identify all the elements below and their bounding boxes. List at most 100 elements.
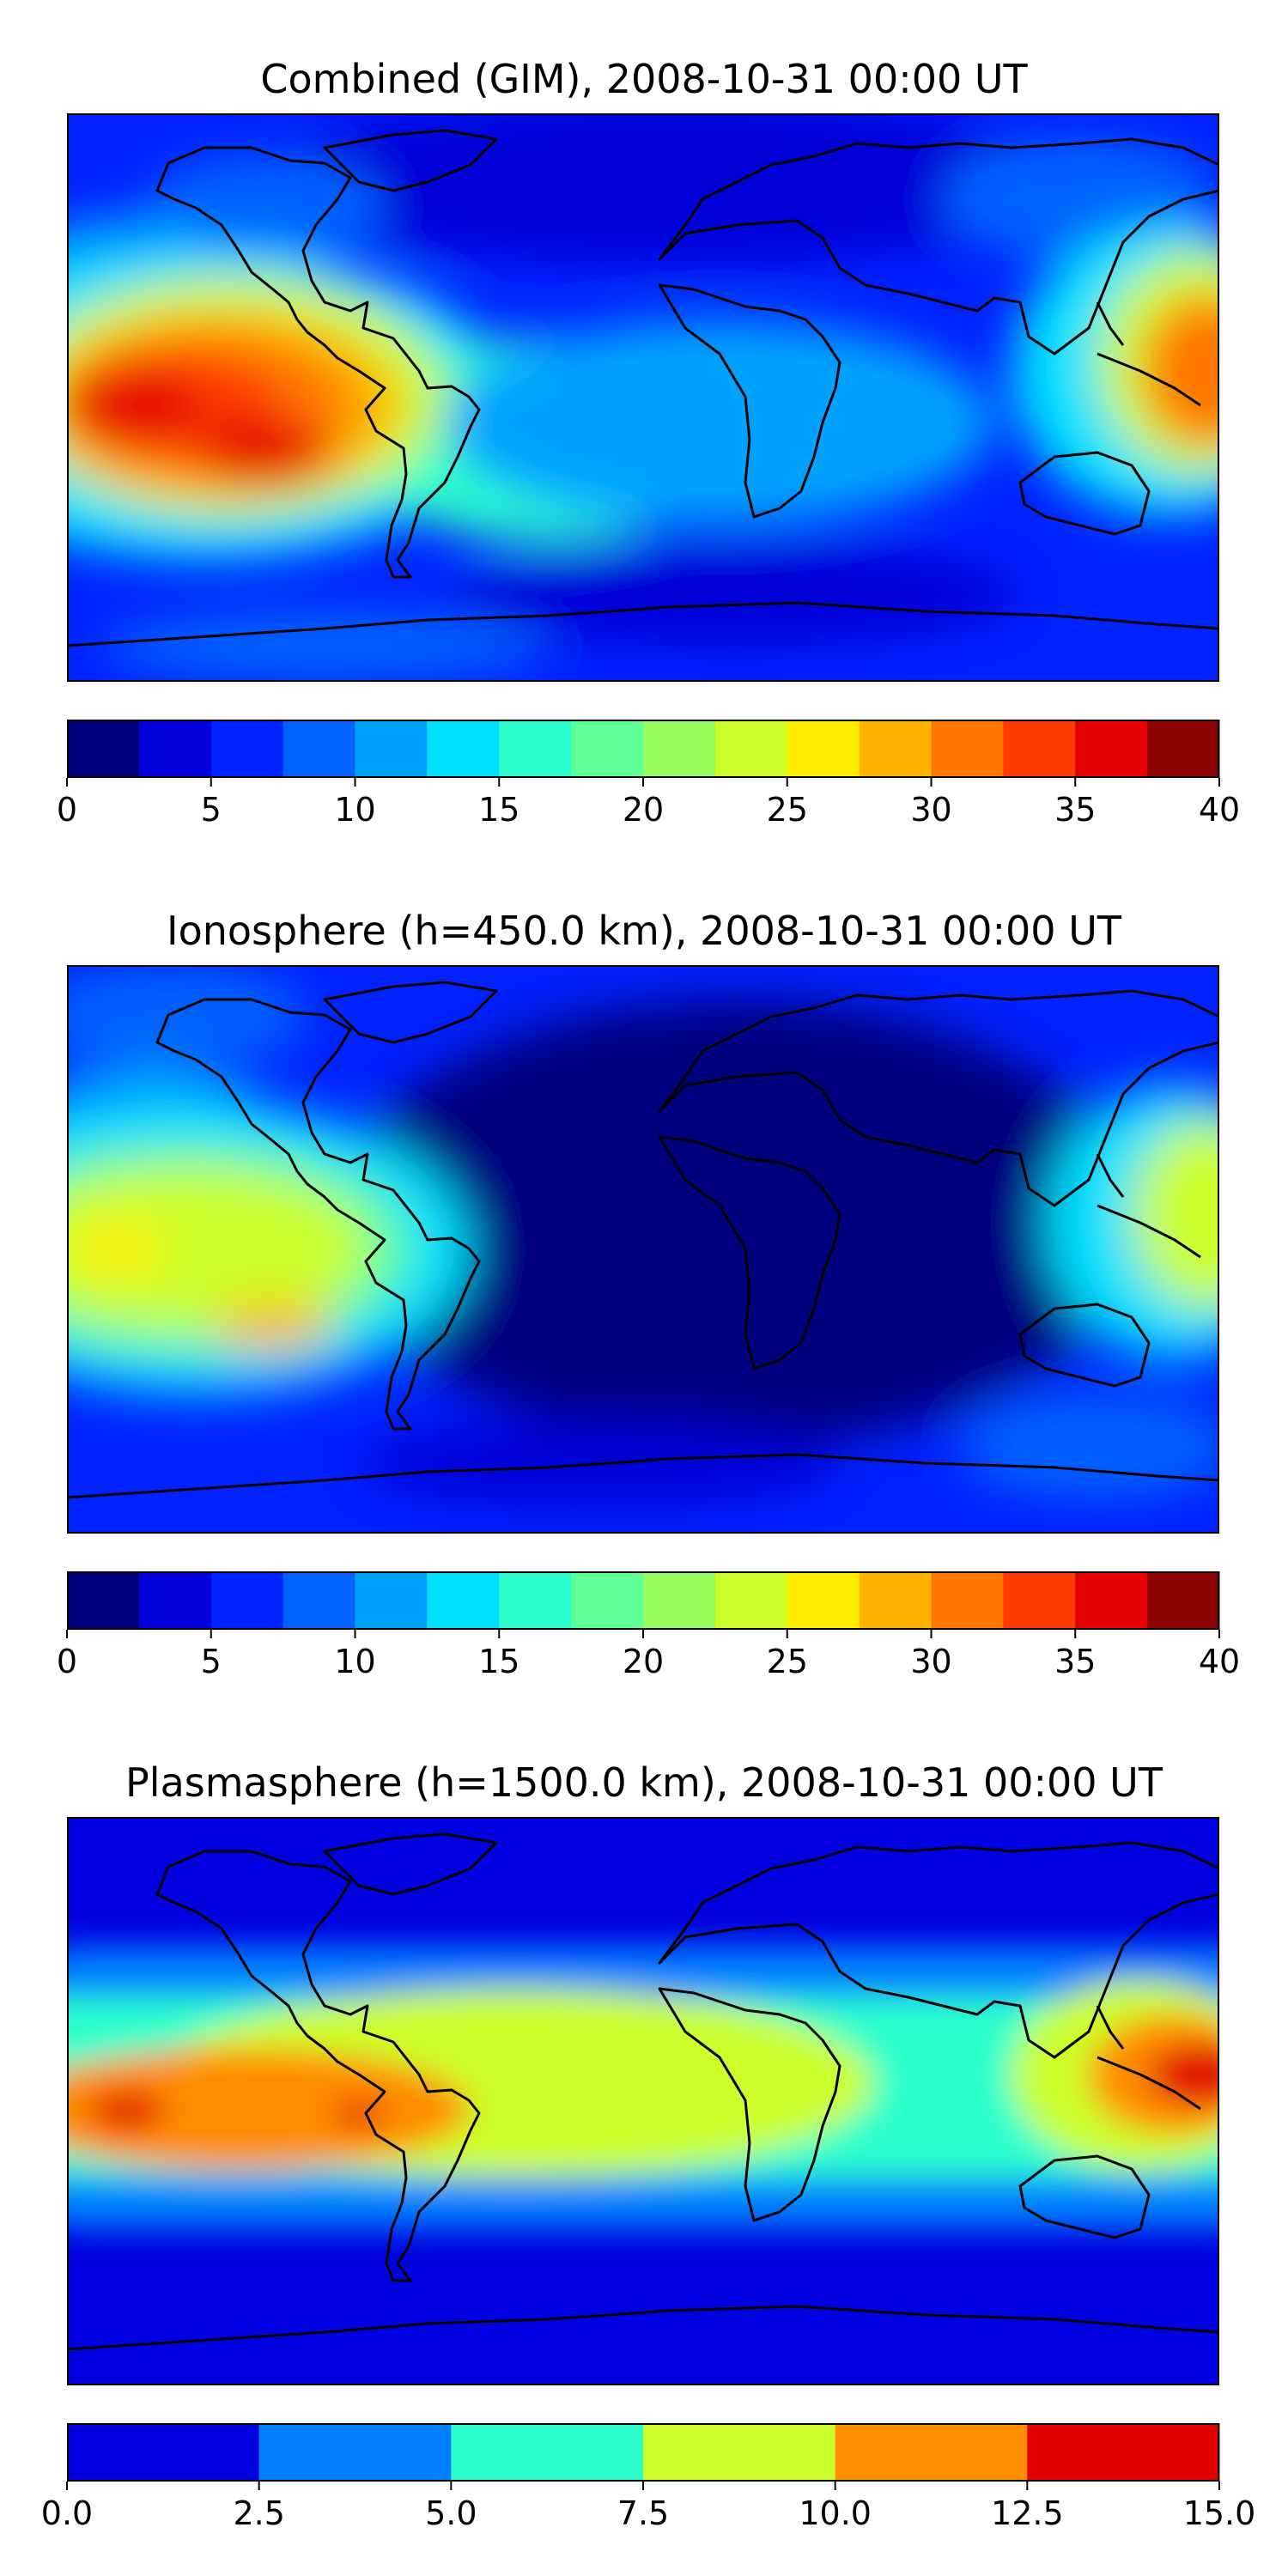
field-blob [1149,2044,1219,2105]
colorbar-tick-label: 20 [623,1643,664,1680]
field-blob [256,113,1080,264]
colorbar-2: 0 5 10 15 20 25 30 35 40 [57,1571,1240,1680]
coastline [658,283,841,519]
panel-3-map [67,1817,1219,2385]
coastline [658,1987,841,2222]
colorbar-segment [210,1571,284,1630]
colorbar-1: 0 5 10 15 20 25 30 35 40 [57,720,1240,829]
coastline [1018,451,1151,536]
coastline [1096,301,1125,346]
colorbar-border [67,1571,1219,1630]
coastline [658,1841,1219,2059]
colorbar-segment [571,1571,644,1630]
colorbar-segment [258,2423,452,2482]
colorbar-tick-label: 40 [1199,791,1240,829]
coastline [1097,2056,1201,2111]
field-blob [333,999,1140,1446]
colorbar-segment [138,720,212,778]
coastline [1018,2154,1151,2239]
colorbar-segment [931,720,1004,778]
colorbar-segment [499,1571,572,1630]
colorbar-segment [571,720,644,778]
colorbar-segment [427,1571,500,1630]
coastlines [67,1832,1219,2351]
field-blob [1140,294,1219,448]
colorbar-segment [931,1571,1004,1630]
colorbar-segment [451,2423,644,2482]
colorbar-tick-label: 30 [910,1643,951,1680]
field-blob [88,2092,166,2129]
coastline [1096,1153,1125,1198]
coastline [155,1850,481,2282]
field-blob [67,2049,471,2169]
colorbar-segment [355,720,428,778]
field-blob [1132,1120,1219,1309]
colorbar-tick-label: 0 [57,791,77,829]
colorbar-tick-label: 0.0 [41,2494,93,2532]
colorbar-tick-label: 40 [1199,1643,1240,1680]
field-blob [333,2100,385,2126]
colorbar-segment [1075,720,1148,778]
coastline [155,146,481,579]
field-blob [67,1167,368,1330]
colorbar-border [67,2423,1219,2482]
coastline [67,1453,1219,1499]
coastlines [67,129,1219,647]
field-blob [960,1394,1219,1498]
coastline [1097,352,1201,407]
colorbar-tick-label: 5.0 [425,2494,477,2532]
field-blob [67,367,200,444]
colorbar-tick-label: 35 [1054,791,1096,829]
coastline [323,981,498,1044]
coastline [1097,1204,1201,1259]
colorbar-3: 0.0 2.5 5.0 7.5 10.0 12.5 15.0 [41,2423,1255,2532]
colorbar-tick-label: 10.0 [799,2494,872,2532]
field-blob [67,965,307,1068]
colorbar-tick-label: 20 [623,791,664,829]
panel-1-map [67,113,1219,682]
colorbar-tick-label: 2.5 [233,2494,284,2532]
colorbar-segment [1147,1571,1220,1630]
colorbar-tick-label: 25 [767,791,808,829]
coastline [658,137,1219,355]
colorbar-segment [1147,720,1220,778]
colorbar-tick-label: 10 [334,1643,375,1680]
colorbar-tick-label: 15.0 [1183,2494,1256,2532]
colorbar-tick-label: 10 [334,791,375,829]
field-blob [144,156,385,259]
colorbar-segment [1027,2423,1220,2482]
colorbar-tick-label: 12.5 [991,2494,1064,2532]
colorbar-segment [643,1571,716,1630]
colorbar-segment [835,2423,1028,2482]
colorbar-segment [787,1571,860,1630]
colorbar-segment [283,1571,355,1630]
coastline [67,2305,1219,2351]
map-border [67,113,1219,682]
colorbar-segment [67,720,140,778]
colorbar-segment [643,720,716,778]
colorbar-segment [714,720,788,778]
colorbar-tick-label: 15 [478,791,519,829]
coastline [323,1832,498,1896]
field-blob [445,319,994,526]
panel-2-map [67,965,1219,1534]
colorbar-segment [1003,720,1076,778]
colorbar-tick-label: 35 [1054,1643,1096,1680]
colorbar-segment [1075,1571,1148,1630]
coastline [323,129,498,192]
colorbar-segment [427,720,500,778]
colorbar-segment [67,2423,260,2482]
coastline [67,601,1219,647]
colorbar-border [67,720,1219,778]
field-blob [71,1218,166,1279]
coastline [155,998,481,1431]
coastlines [67,981,1219,1499]
coastline [1096,2005,1125,2050]
colorbar-tick-label: 15 [478,1643,519,1680]
field-blob [453,543,1020,646]
field-blob [213,1302,333,1350]
colorbar-tick-label: 30 [910,791,951,829]
colorbar-tick-label: 7.5 [617,2494,669,2532]
coastline [1018,1303,1151,1388]
colorbar-segment [859,1571,932,1630]
